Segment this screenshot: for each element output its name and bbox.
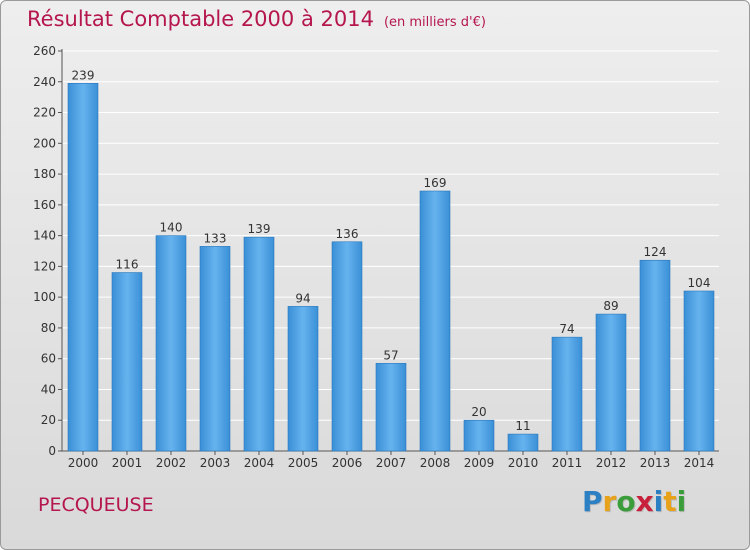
x-tick-label-2011: 2011 <box>552 456 583 470</box>
data-label-2003: 133 <box>204 231 227 245</box>
logo-letter: i <box>653 485 664 518</box>
x-tick-label-2006: 2006 <box>332 456 363 470</box>
bar-2007 <box>375 363 407 452</box>
data-label-2005: 94 <box>295 291 310 305</box>
y-tick-label: 0 <box>48 444 56 458</box>
chart-title: Résultat Comptable 2000 à 2014 (en millie… <box>27 7 486 31</box>
data-label-2000: 239 <box>72 68 95 82</box>
y-tick-label: 160 <box>33 198 56 212</box>
data-label-2011: 74 <box>559 322 574 336</box>
data-label-2012: 89 <box>603 299 618 313</box>
x-tick-label-2001: 2001 <box>112 456 143 470</box>
x-tick-label-2014: 2014 <box>684 456 715 470</box>
data-label-2006: 136 <box>336 227 359 241</box>
x-tick-label-2012: 2012 <box>596 456 627 470</box>
x-tick-label-2008: 2008 <box>420 456 451 470</box>
y-tick-label: 200 <box>33 136 56 150</box>
y-tick-label: 240 <box>33 75 56 89</box>
bar-2012 <box>595 313 627 452</box>
y-tick-label: 140 <box>33 229 56 243</box>
x-tick-label-2005: 2005 <box>288 456 319 470</box>
data-label-2010: 11 <box>515 419 530 433</box>
y-tick-label: 20 <box>41 413 56 427</box>
logo-letter: t <box>663 485 677 518</box>
data-label-2002: 140 <box>160 221 183 235</box>
bar-2013 <box>639 259 671 452</box>
data-label-2014: 104 <box>688 276 711 290</box>
x-tick-label-2004: 2004 <box>244 456 275 470</box>
proxiti-logo[interactable]: Proxiti <box>582 485 686 518</box>
y-tick-label: 40 <box>41 382 56 396</box>
logo-letter: i <box>676 485 687 518</box>
y-tick-label: 100 <box>33 290 56 304</box>
bar-2005 <box>287 306 319 452</box>
y-tick-label: 120 <box>33 259 56 273</box>
data-label-2008: 169 <box>424 176 447 190</box>
y-tick-label: 180 <box>33 167 56 181</box>
logo-letter: P <box>582 485 603 518</box>
data-label-2007: 57 <box>383 348 398 362</box>
x-tick-label-2009: 2009 <box>464 456 495 470</box>
data-label-2001: 116 <box>116 258 139 272</box>
y-tick-label: 220 <box>33 106 56 120</box>
logo-letter: x <box>635 485 654 518</box>
data-label-2004: 139 <box>248 222 271 236</box>
bar-2011 <box>551 336 583 452</box>
bar-2004 <box>243 236 275 452</box>
x-tick-label-2013: 2013 <box>640 456 671 470</box>
chart-title-text: Résultat Comptable 2000 à 2014 <box>27 7 374 31</box>
data-label-2013: 124 <box>644 245 667 259</box>
bar-2003 <box>199 246 231 452</box>
logo-letter: r <box>602 485 617 518</box>
logo-letter: o <box>616 485 636 518</box>
x-tick-label-2000: 2000 <box>68 456 99 470</box>
x-tick-label-2003: 2003 <box>200 456 231 470</box>
y-tick-label: 260 <box>33 44 56 58</box>
y-tick-label: 60 <box>41 352 56 366</box>
y-tick-label: 80 <box>41 321 56 335</box>
bar-2008 <box>419 190 451 452</box>
bar-2009 <box>463 419 495 452</box>
chart-unit-label: (en milliers d'€) <box>383 15 486 30</box>
bar-2014 <box>683 290 715 452</box>
x-tick-label-2002: 2002 <box>156 456 187 470</box>
bar-2002 <box>155 235 187 452</box>
bar-2010 <box>507 433 539 452</box>
data-label-2009: 20 <box>471 405 486 419</box>
x-tick-label-2007: 2007 <box>376 456 407 470</box>
bar-2000 <box>67 83 99 452</box>
bar-2001 <box>111 272 143 452</box>
commune-name: PECQUEUSE <box>38 494 154 516</box>
x-tick-label-2010: 2010 <box>508 456 539 470</box>
bar-2006 <box>331 241 363 452</box>
